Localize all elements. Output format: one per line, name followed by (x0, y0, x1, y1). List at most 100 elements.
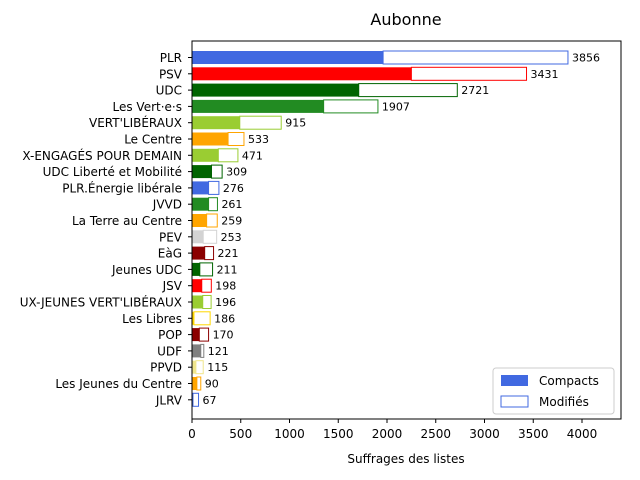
legend-swatch-compacts (501, 375, 528, 386)
value-label: 309 (226, 166, 247, 179)
y-tick-label: POP (158, 328, 182, 342)
value-label: 121 (208, 345, 229, 358)
bar-compacts (192, 148, 219, 162)
x-axis-label: Suffrages des listes (347, 452, 464, 466)
bar-modifies (195, 360, 204, 375)
y-tick-label: PLR.Énergie libérale (62, 180, 182, 195)
bar-modifies (198, 327, 210, 342)
value-label: 471 (242, 149, 263, 162)
bar-compacts (192, 344, 201, 358)
y-tick-label: PSV (159, 67, 183, 81)
bar-compacts (192, 279, 202, 293)
y-tick-label: JSV (162, 279, 183, 293)
bar-modifies (201, 278, 212, 293)
x-tick-label: 1000 (274, 427, 305, 441)
y-tick-label: JVVD (152, 198, 182, 212)
y-tick-label: La Terre au Centre (72, 214, 182, 228)
bar-modifies (227, 132, 245, 146)
y-tick-label: EàG (158, 247, 182, 261)
x-tick-label: 500 (229, 427, 252, 441)
bar-compacts (192, 116, 240, 130)
y-tick-label: UDC Liberté et Mobilité (43, 165, 182, 179)
bar-modifies (239, 115, 282, 130)
bar-compacts (192, 262, 200, 276)
y-tick-label: PPVD (150, 361, 182, 375)
bar-modifies (196, 376, 202, 391)
bar-compacts (192, 67, 412, 81)
bar-modifies (202, 229, 218, 244)
plot-frame (191, 40, 622, 420)
value-label: 3431 (531, 68, 559, 81)
bar-modifies (211, 164, 223, 179)
value-label: 115 (207, 361, 228, 374)
value-label: 533 (248, 133, 269, 146)
bar-compacts (192, 132, 229, 146)
value-label: 1907 (382, 100, 410, 113)
bar-modifies (358, 83, 458, 98)
value-label: 211 (217, 263, 238, 276)
bar-compacts (192, 181, 209, 195)
bar-compacts (192, 328, 200, 342)
chart-title: Aubonne (370, 10, 441, 29)
bar-modifies (217, 148, 239, 163)
x-tick-label: 3000 (469, 427, 500, 441)
value-label: 276 (223, 182, 244, 195)
y-tick-label: UDF (157, 344, 182, 358)
y-tick-label: Les Jeunes du Centre (55, 377, 182, 391)
x-tick-label: 0 (188, 427, 196, 441)
y-tick-label: JLRV (155, 393, 183, 407)
value-label: 3856 (572, 52, 600, 65)
bar-modifies (206, 213, 218, 228)
y-tick-label: PEV (159, 230, 183, 244)
legend-label: Modifiés (539, 395, 589, 409)
y-tick-label: Les Libres (122, 312, 182, 326)
y-tick-label: UX-JEUNES VERT'LIBÉRAUX (20, 295, 182, 310)
value-label: 261 (221, 198, 242, 211)
bar-compacts (192, 83, 359, 97)
bar-modifies (202, 295, 212, 309)
bar-compacts (192, 360, 196, 374)
y-tick-label: Jeunes UDC (111, 263, 182, 277)
bar-compacts (192, 165, 212, 179)
value-label: 170 (213, 329, 234, 342)
bar-compacts (192, 230, 204, 244)
bar-compacts (192, 197, 209, 211)
value-label: 915 (285, 117, 306, 130)
bar-modifies (193, 311, 211, 326)
value-label: 253 (221, 231, 242, 244)
x-tick-label: 1500 (323, 427, 354, 441)
y-tick-label: PLR (160, 51, 182, 65)
bar-compacts (192, 99, 324, 113)
bar-compacts (192, 51, 384, 64)
legend: Compacts Modifiés (492, 367, 615, 415)
bar-compacts (192, 311, 194, 325)
value-label: 196 (215, 296, 236, 309)
bars-group (192, 50, 569, 407)
value-label: 2721 (461, 84, 489, 97)
value-label: 186 (214, 312, 235, 325)
bar-compacts (192, 246, 205, 260)
bar-modifies (208, 197, 218, 212)
bar-modifies (323, 99, 379, 114)
x-tick-label: 3500 (518, 427, 549, 441)
value-labels: 3856 3431 2721 1907 915 533 471 309 276 261 259 253… (203, 52, 600, 407)
value-label: 90 (205, 378, 219, 391)
bar-compacts (192, 377, 197, 390)
y-tick-label: X-ENGAGÉS POUR DEMAIN (22, 148, 182, 163)
bar-modifies (200, 343, 205, 358)
value-label: 259 (221, 215, 242, 228)
value-label: 67 (203, 394, 217, 407)
y-tick-label: Le Centre (124, 133, 182, 147)
bar-modifies (192, 392, 200, 407)
x-tick-label: 4000 (567, 427, 598, 441)
legend-swatch-modifies (500, 395, 529, 408)
x-tick-label: 2500 (420, 427, 451, 441)
y-tick-label: UDC (156, 84, 182, 98)
x-axis: 0 500 1000 1500 2000 2500 3000 3500 4000 (188, 419, 597, 441)
bar-compacts (192, 214, 207, 227)
value-label: 221 (218, 247, 239, 260)
y-tick-label: VERT'LIBÉRAUX (89, 115, 182, 130)
bar-modifies (410, 66, 528, 81)
